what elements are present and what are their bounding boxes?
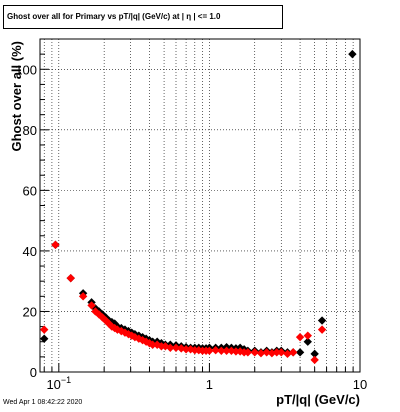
x-tick-label: 10−1 xyxy=(46,375,71,392)
series-black-point xyxy=(348,49,357,59)
series-red-point xyxy=(262,348,271,357)
series-red-point xyxy=(138,336,147,345)
series-red-point xyxy=(243,348,253,357)
series-red-point xyxy=(256,349,266,358)
series-red-point xyxy=(250,348,259,357)
y-axis-label: Ghost over all (%) xyxy=(9,41,24,152)
series-black-point xyxy=(317,316,327,325)
data-marks xyxy=(40,49,357,365)
y-tick-label: 40 xyxy=(23,244,37,259)
series-red-point xyxy=(205,346,214,356)
series-red-point xyxy=(51,240,60,250)
x-axis-label: pT/|q| (GeV/c) xyxy=(276,392,360,407)
y-tick-label: 60 xyxy=(23,183,37,198)
series-black-point xyxy=(310,349,319,359)
x-tick-label: 1 xyxy=(206,377,213,392)
plot-frame xyxy=(39,38,361,373)
series-red-point xyxy=(181,345,191,354)
series-red-point xyxy=(148,340,157,349)
series-red-point xyxy=(78,292,88,301)
series-black-point xyxy=(40,334,49,343)
chart-title: Ghost over all for Primary vs pT/|q| (Ge… xyxy=(3,5,283,29)
series-red-point xyxy=(104,319,114,328)
series-red-point xyxy=(231,347,241,356)
series-red-point xyxy=(310,355,319,365)
series-red-point xyxy=(272,348,281,357)
y-tick-label: 100 xyxy=(15,62,37,77)
series-red-point xyxy=(211,346,220,355)
series-red-point xyxy=(222,346,231,356)
series-red-point xyxy=(217,346,226,356)
series-red-point xyxy=(40,325,49,334)
y-tick-label: 20 xyxy=(23,304,37,319)
series-red-point xyxy=(87,301,96,310)
series-red-point xyxy=(277,348,286,357)
x-tick-label: 10 xyxy=(353,377,367,392)
series-red-point xyxy=(66,273,75,283)
series-red-point xyxy=(317,325,327,334)
series-red-point xyxy=(171,343,181,352)
series-red-point xyxy=(166,343,175,352)
series-black-point xyxy=(303,337,312,346)
series-black-point xyxy=(295,348,305,357)
timestamp: Wed Apr 1 08:42:22 2020 xyxy=(3,399,83,406)
grid-lines xyxy=(40,39,360,372)
y-tick-label: 0 xyxy=(30,365,37,380)
series-red-point xyxy=(303,331,312,340)
series-red-point xyxy=(288,348,298,357)
y-tick-label: 80 xyxy=(23,123,37,138)
series-red-point xyxy=(295,332,305,342)
